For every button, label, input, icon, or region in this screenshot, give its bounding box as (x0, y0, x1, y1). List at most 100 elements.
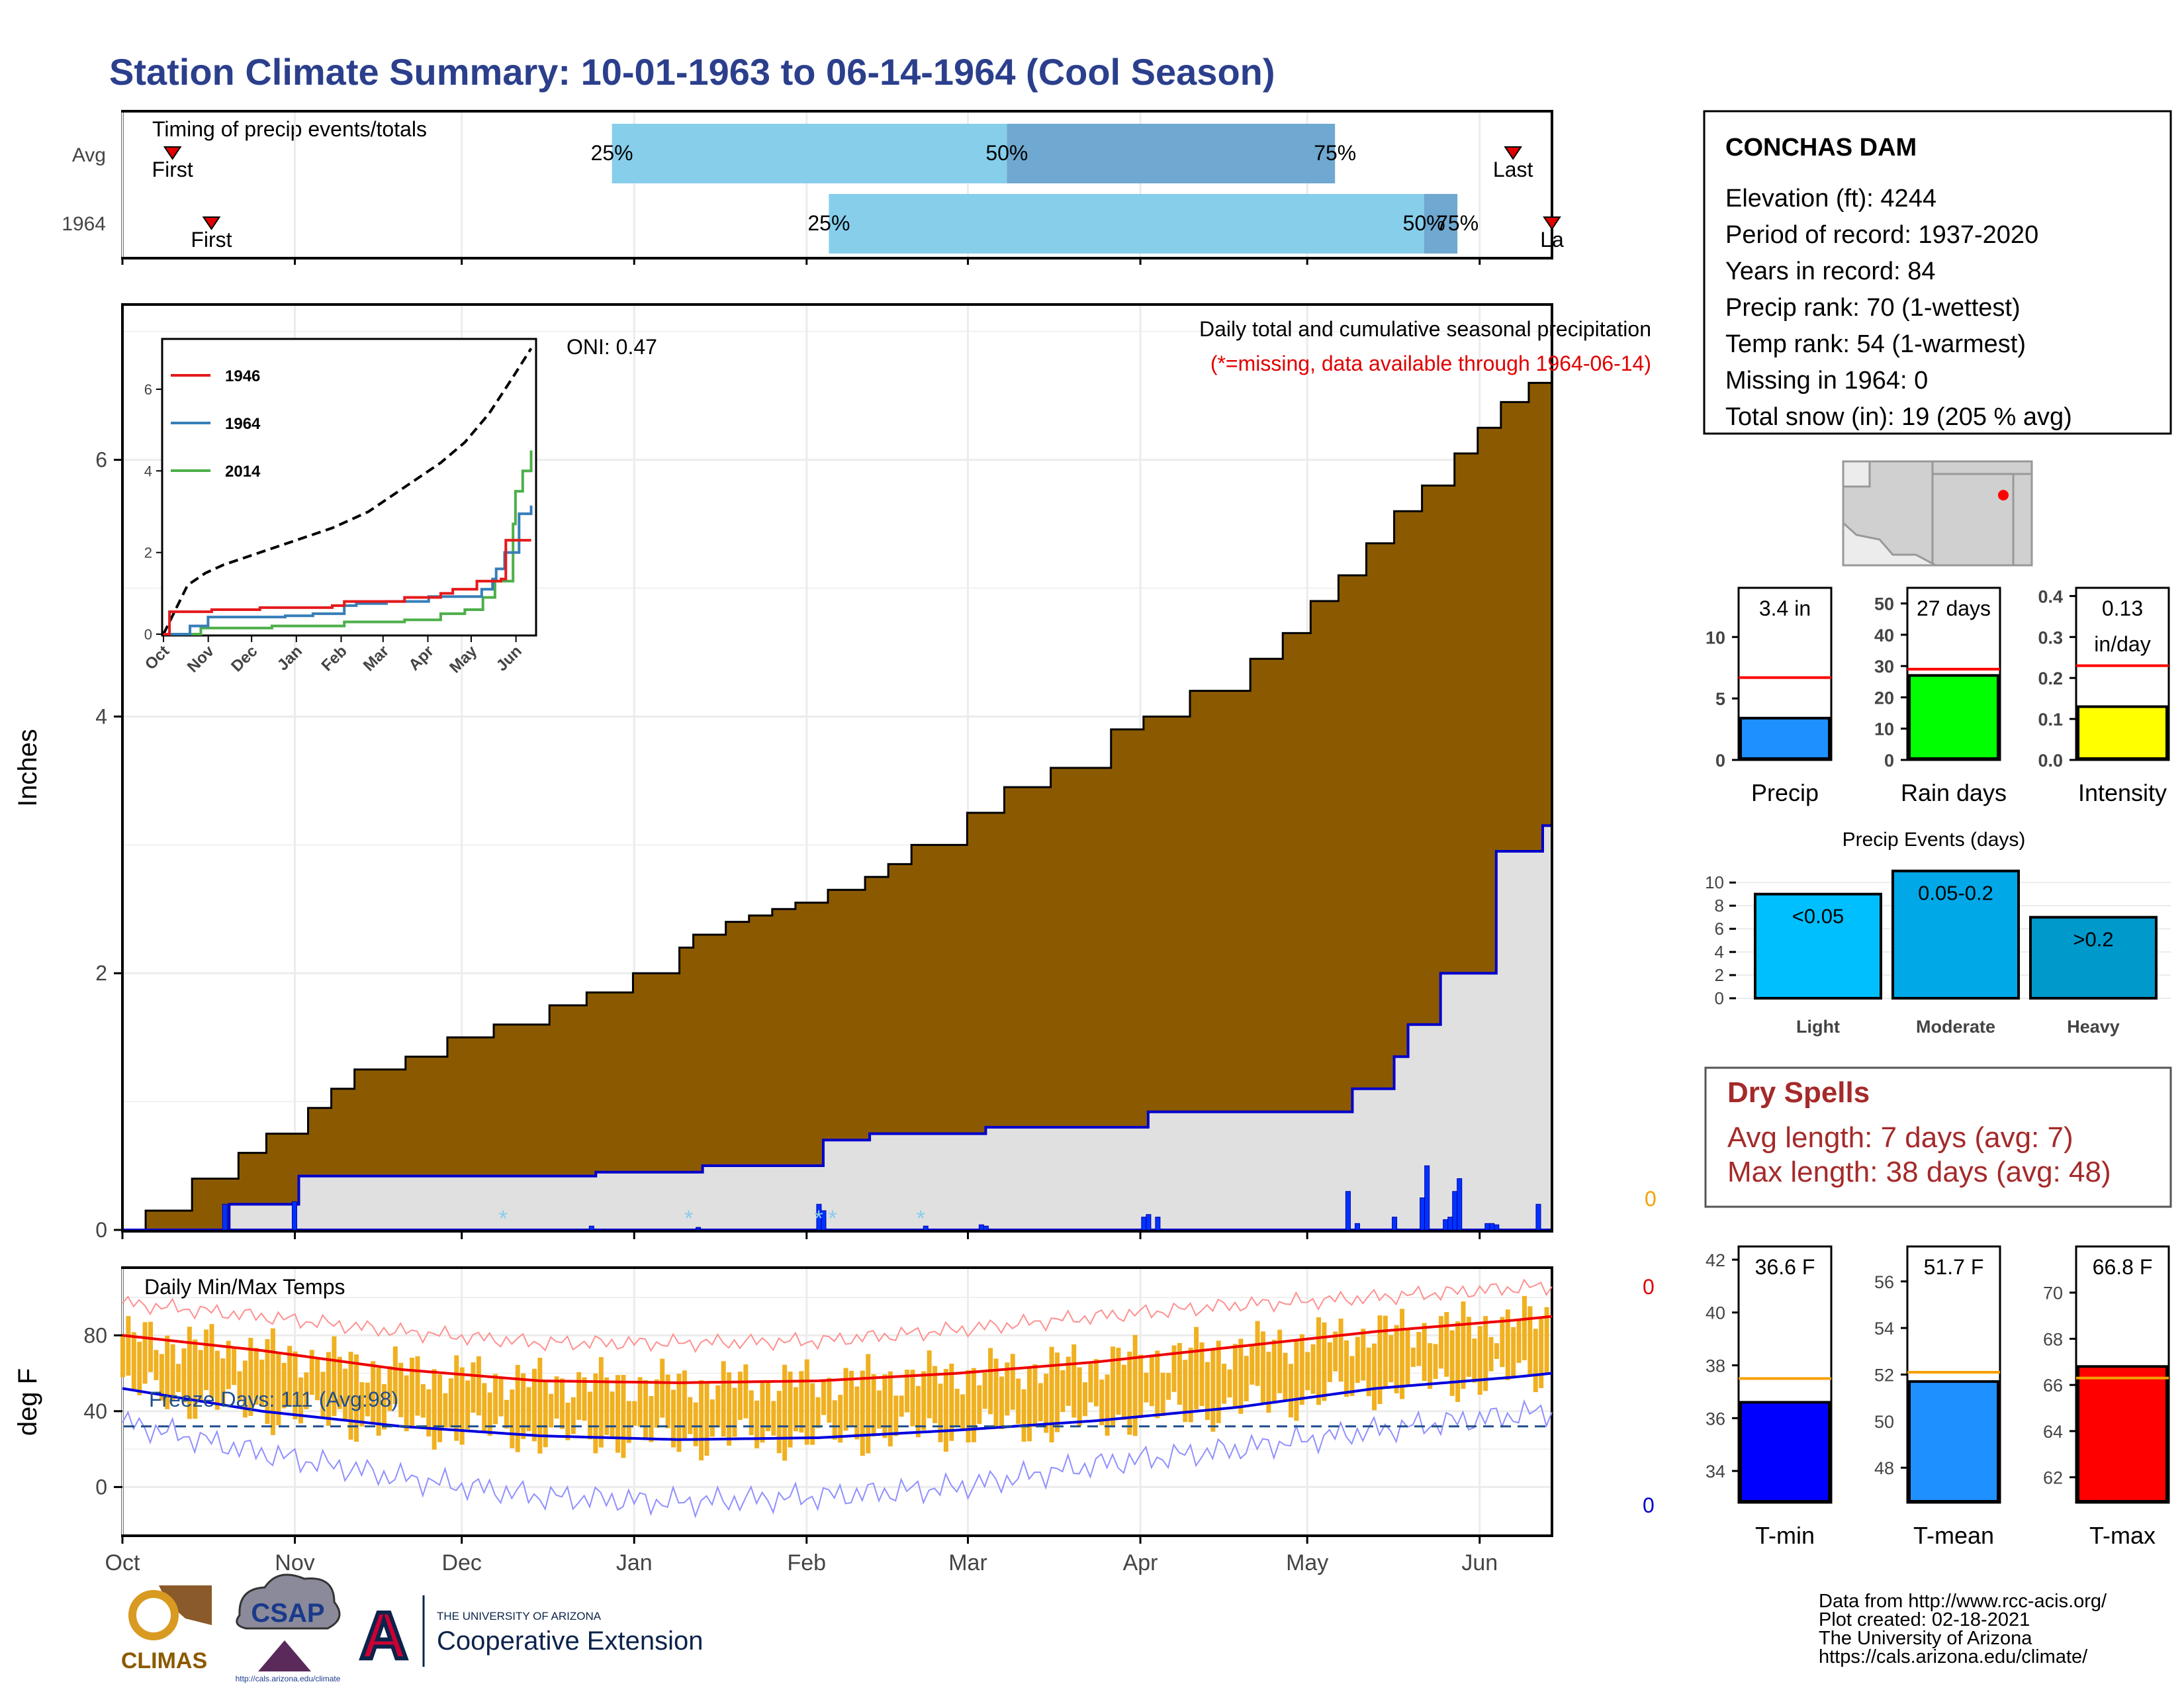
daily-temp-bar (1260, 1331, 1265, 1403)
precip-title: Daily total and cumulative seasonal prec… (1199, 317, 1651, 341)
summary-ytick-label: 48 (1874, 1458, 1894, 1478)
daily-temp-bar (688, 1397, 693, 1434)
station-name: CONCHAS DAM (1725, 134, 1917, 162)
daily-temp-bar (1266, 1351, 1271, 1413)
daily-temp-bar (270, 1328, 275, 1435)
daily-temp-bar (782, 1364, 788, 1461)
daily-temp-bar (643, 1380, 649, 1440)
station-snow: Total snow (in): 19 (205 % avg) (1725, 403, 2072, 431)
daily-temp-bar (988, 1348, 993, 1415)
map-states (1842, 460, 2033, 567)
events-ytick-label-2: 4 (1715, 942, 1724, 962)
credits-line2: Plot created: 02-18-2021 (1819, 1609, 2030, 1630)
inset-legend-label-1946: 1946 (225, 367, 260, 385)
events-bar-Moderate (1891, 869, 2020, 1000)
credits-line1: Data from http://www.rcc-acis.org/ (1819, 1591, 2107, 1612)
location-map (1842, 460, 2033, 567)
daily-temp-bar (693, 1402, 698, 1446)
temps-ytick-label-2: 80 (83, 1323, 107, 1347)
station-missing: Missing in 1964: 0 (1725, 367, 1928, 395)
daily-temp-bar (476, 1356, 481, 1416)
snow-marker-3: * (828, 1206, 837, 1231)
daily-temp-bar (1372, 1343, 1377, 1411)
daily-temp-bar (1338, 1318, 1343, 1382)
daily-temp-bar (554, 1376, 559, 1419)
climas-logo: CLIMAS (121, 1585, 212, 1673)
summary-ytick-label: 56 (1874, 1272, 1894, 1292)
daily-temp-bar (487, 1392, 492, 1436)
daily-temp-bar (1038, 1383, 1043, 1422)
daily-temp-bar (1010, 1354, 1015, 1410)
daily-temp-bar (1005, 1362, 1010, 1416)
daily-temp-bar (426, 1389, 432, 1436)
daily-temp-bar (365, 1382, 370, 1417)
precip-ytick-label-3: 6 (95, 448, 107, 472)
inset-xtick-label-5: Mar (360, 642, 392, 675)
daily-temp-bar (1149, 1356, 1154, 1407)
daily-temp-bar (248, 1337, 253, 1416)
daily-temp-bar (699, 1380, 704, 1461)
daily-precip-bar (1489, 1223, 1495, 1231)
summary-axis-label-Precip: Precip (1751, 779, 1819, 806)
avg-cumulative-area (122, 369, 1553, 1231)
ua-logo-big-text: Cooperative Extension (437, 1626, 703, 1656)
summary-ytick-label: 5 (1715, 689, 1725, 709)
daily-temp-bar (821, 1379, 826, 1415)
inset-line-2014 (163, 450, 533, 635)
daily-precip-bar (222, 1203, 228, 1231)
daily-temp-bar (1160, 1372, 1165, 1417)
daily-temp-bar (359, 1382, 365, 1427)
daily-temp-bar (1183, 1360, 1188, 1423)
daily-temp-bar (977, 1385, 982, 1425)
summary-ytick-label: 0.4 (2038, 586, 2063, 606)
daily-temp-bar (1277, 1329, 1283, 1393)
daily-temp-bar (454, 1355, 459, 1441)
daily-temp-bar (899, 1395, 904, 1417)
daily-temp-bar (137, 1341, 142, 1395)
dry-spells-avg: Avg length: 7 days (avg: 7) (1727, 1121, 2073, 1154)
inset-chart: 0 2 4 6 Oct Nov Dec Jan Feb Mar Apr May Jun 1946 1964 2… (142, 338, 537, 677)
timing-first-marker-0 (163, 146, 182, 160)
inset-ytick-label-1: 2 (144, 545, 152, 561)
daily-temp-bar (287, 1346, 293, 1407)
daily-temp-bar (1494, 1343, 1499, 1359)
temps-ytick-label-1: 40 (83, 1399, 107, 1423)
daily-temp-bar (1444, 1312, 1449, 1377)
record-high-line (122, 1278, 1553, 1353)
daily-temp-bar (437, 1374, 443, 1442)
daily-temp-bar (610, 1391, 615, 1438)
timing-row-label-1964: 1964 (62, 213, 106, 235)
summary-ytick-label: 36 (1706, 1409, 1725, 1429)
daily-temp-bar (1288, 1364, 1293, 1418)
timing-p25-label-0: 25% (591, 141, 633, 165)
events-content: <0.05 Light 0.05-0.2 Moderate >0.2 Heavy 0 2 4 6 8… (1705, 865, 2171, 1037)
daily-temp-bar (337, 1356, 342, 1409)
daily-temp-bar (954, 1388, 960, 1427)
daily-temp-bar (1516, 1319, 1522, 1363)
daily-temp-bar (1099, 1380, 1105, 1426)
timing-p50-label-0: 50% (985, 141, 1028, 165)
timing-chart: Timing of precip events/totals Avg 1964 … (62, 110, 1564, 265)
daily-temp-bar (910, 1370, 915, 1427)
daily-temp-bar (1422, 1323, 1427, 1382)
csap-logo-text: CSAP (251, 1599, 324, 1628)
daily-temp-bar (1344, 1340, 1349, 1397)
daily-precip-bar (1155, 1217, 1161, 1231)
events-bar-label-Heavy: >0.2 (2073, 928, 2113, 951)
daily-temp-bar (999, 1376, 1004, 1429)
daily-temp-bar (176, 1364, 181, 1393)
daily-temp-bar (871, 1374, 876, 1436)
temps-title: Daily Min/Max Temps (144, 1275, 345, 1299)
timing-bar-25-50-1 (829, 194, 1424, 254)
daily-temp-bar (665, 1374, 670, 1429)
record-low-line (122, 1399, 1553, 1519)
daily-temp-bar (660, 1358, 665, 1418)
daily-temp-bar (709, 1399, 715, 1437)
csap-logo: CSAP http://cals.arizona.edu/climate (236, 1573, 341, 1683)
daily-temp-bar (1222, 1364, 1227, 1404)
events-bar-label-Light: <0.05 (1792, 905, 1844, 928)
daily-temp-bar (510, 1389, 515, 1448)
daily-temp-bar (1349, 1356, 1355, 1396)
daily-temp-bar (721, 1361, 726, 1437)
